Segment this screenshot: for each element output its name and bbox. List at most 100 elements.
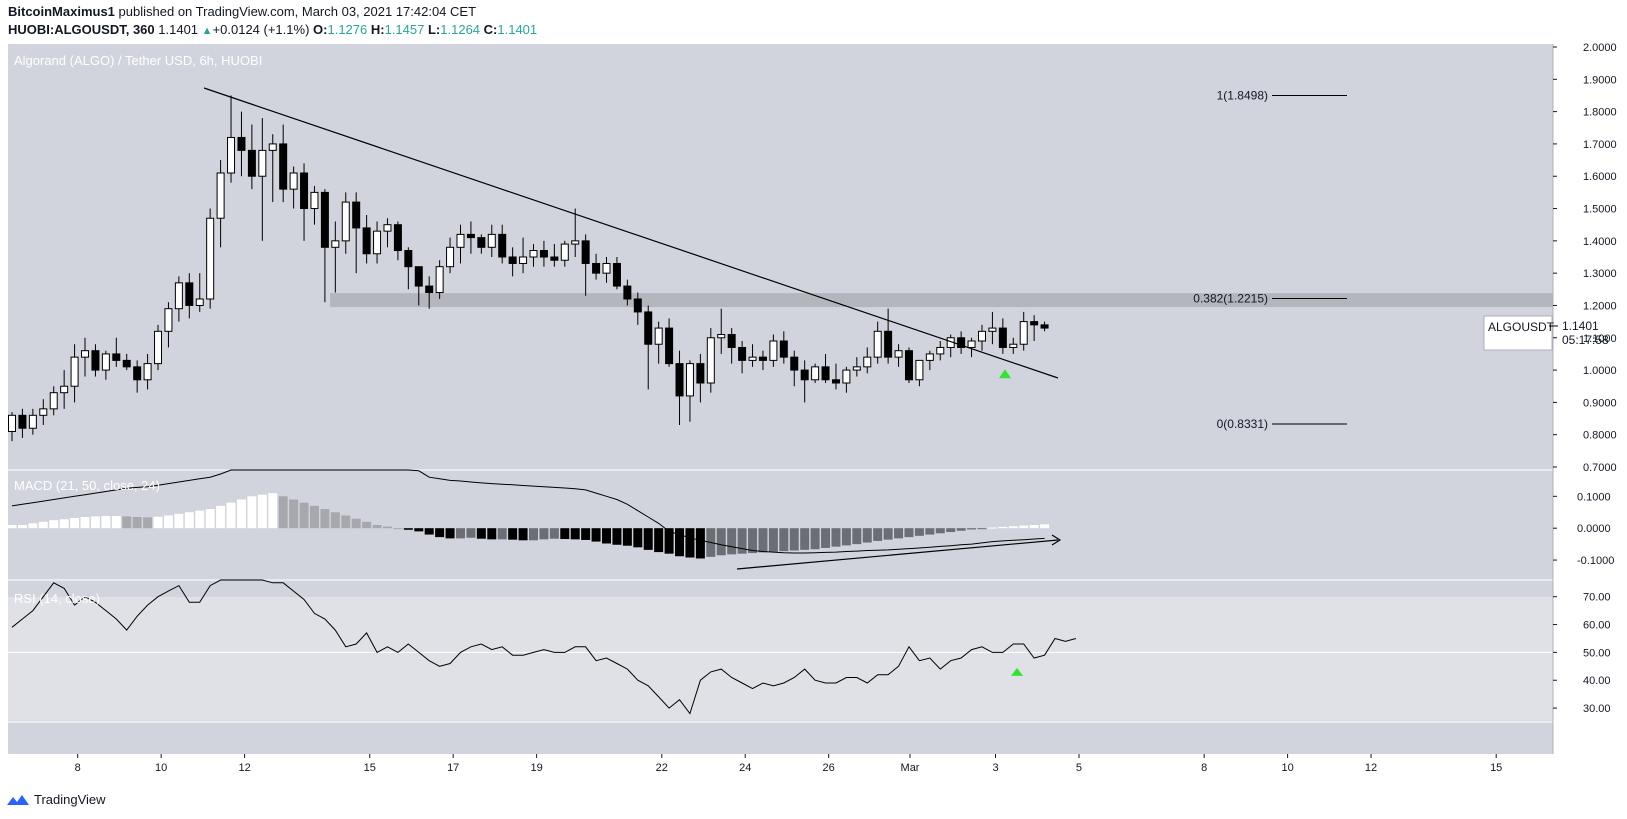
macd-bar: [956, 528, 966, 531]
price-axis-label: 1.5000: [1583, 204, 1617, 216]
arrow-head-icon: [1051, 534, 1062, 546]
macd-bar: [789, 528, 799, 551]
macd-bar: [216, 505, 226, 529]
macd-bar: [184, 512, 194, 529]
candle-body: [28, 414, 37, 429]
candle-body: [967, 340, 976, 348]
candle-body: [289, 172, 298, 190]
macd-bar: [998, 526, 1008, 529]
footer: TradingView: [6, 792, 106, 807]
candle-body: [258, 149, 267, 177]
price-axis-label: 0.8000: [1583, 430, 1617, 442]
author-name[interactable]: BitcoinMaximus1: [8, 4, 115, 19]
macd-bar: [49, 520, 59, 529]
resistance-zone: [330, 293, 1553, 308]
macd-bar: [539, 528, 549, 540]
close-label: C:: [483, 22, 498, 37]
candle-body: [623, 285, 632, 300]
macd-bar: [695, 528, 705, 559]
time-axis-label: 3: [992, 762, 998, 774]
candle-body: [227, 136, 236, 174]
macd-bar: [7, 525, 17, 529]
published-text: published on TradingView.com, March 03, …: [118, 4, 477, 19]
candle-body: [341, 201, 350, 242]
macd-bar: [320, 509, 330, 529]
candle-body: [383, 224, 392, 232]
macd-bar: [529, 528, 538, 541]
macd-bar: [581, 528, 591, 540]
candle-body: [894, 350, 903, 358]
fib-label: 0.382(1.2215): [1193, 292, 1268, 306]
macd-bar: [675, 528, 685, 557]
time-axis-label: 12: [238, 762, 250, 774]
footer-brand[interactable]: TradingView: [34, 792, 106, 807]
candle-body: [185, 282, 194, 306]
macd-bar: [570, 528, 580, 540]
candle-body: [779, 340, 788, 358]
macd-bar: [664, 528, 674, 554]
macd-bar: [946, 528, 956, 533]
low-value: 1.1264: [440, 22, 481, 37]
macd-bar: [904, 528, 914, 538]
candle-body: [925, 353, 934, 361]
candle-body: [122, 359, 131, 368]
macd-bar: [685, 528, 695, 558]
candle-body: [195, 298, 204, 306]
macd-bar: [768, 528, 778, 552]
macd-bar: [17, 525, 27, 529]
candle-body: [216, 172, 225, 219]
macd-bar: [393, 528, 403, 530]
macd-label: MACD (21, 50, close, 24): [14, 478, 160, 493]
price-axis-label: 0.9000: [1583, 397, 1617, 409]
macd-bar: [414, 528, 424, 532]
candle-body: [174, 282, 183, 310]
rsi-axis-label: 40.00: [1583, 675, 1611, 687]
candle-body: [633, 298, 642, 313]
macd-axis-label: 0.1000: [1577, 491, 1611, 503]
price-tag: ALGOUSDT 1.1401 05:17:58: [1483, 315, 1609, 351]
candle-body: [1030, 321, 1039, 326]
open-value: 1.1276: [327, 22, 368, 37]
macd-bar: [226, 502, 236, 529]
buy-signal-icon: [999, 369, 1011, 379]
macd-bar: [351, 518, 361, 529]
macd-bar: [935, 528, 945, 534]
low-label: L:: [427, 22, 441, 37]
candle-body: [685, 363, 694, 397]
macd-bar: [153, 516, 163, 529]
candle-body: [133, 366, 142, 381]
open-label: O:: [313, 22, 328, 37]
macd-line: [11, 469, 1045, 554]
candle-body: [279, 143, 288, 190]
candle-body: [320, 191, 329, 248]
candle-body: [821, 366, 830, 381]
rsi-signal-icon: [1011, 667, 1023, 676]
rsi-band: [8, 597, 1553, 720]
macd-bar: [508, 528, 518, 540]
macd-bar: [59, 519, 69, 529]
candle-body: [758, 356, 767, 361]
rsi-line: [11, 579, 1077, 715]
macd-bar: [914, 528, 924, 536]
candle-body: [852, 366, 861, 371]
symbol-name[interactable]: HUOBI:ALGOUSDT, 360: [8, 22, 155, 37]
candle-body: [466, 233, 475, 239]
candle-body: [581, 240, 590, 264]
candle-body: [498, 233, 507, 258]
macd-bar: [1029, 525, 1039, 529]
macd-axis: 0.1000 0.0000 -0.1000: [1553, 491, 1614, 567]
time-axis-label: 10: [155, 762, 167, 774]
macd-bar: [654, 528, 664, 553]
candle-body: [790, 356, 799, 371]
macd-bar: [977, 528, 987, 530]
chart-title: Algorand (ALGO) / Tether USD, 6h, HUOBI: [14, 53, 262, 68]
candle-body: [1009, 343, 1018, 348]
macd-bar: [612, 528, 622, 545]
price-axis-label: 1.9000: [1583, 74, 1617, 86]
macd-bar: [403, 528, 413, 530]
high-label: H:: [370, 22, 385, 37]
macd-bar: [299, 502, 309, 529]
fib-label: 1(1.8498): [1217, 89, 1268, 103]
macd-bar: [476, 528, 486, 539]
